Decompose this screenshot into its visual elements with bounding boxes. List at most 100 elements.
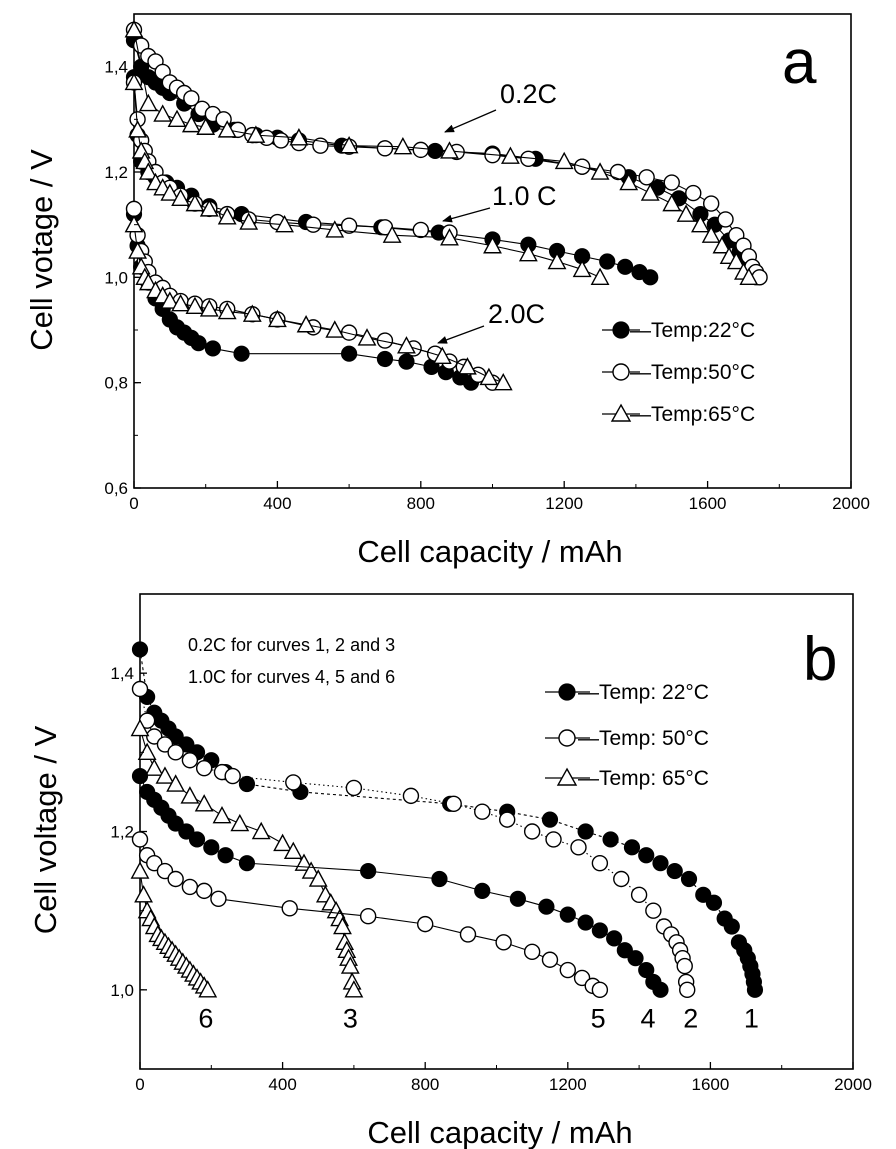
data-point-b-2-7 (212, 805, 232, 824)
curve-label-3: 3 (343, 1004, 358, 1034)
data-point-a-6-13 (341, 345, 358, 362)
x-tick-label-a-0: 0 (129, 494, 138, 513)
data-point-a-2-13 (554, 151, 574, 170)
annotation-0-2c: 0.2C (500, 79, 557, 109)
data-point-b-1-18 (591, 854, 609, 872)
data-point-b-1-4 (167, 744, 184, 761)
data-point-a-5-4 (138, 162, 158, 180)
data-point-a-1-19 (376, 140, 394, 157)
data-point-a-7-15 (340, 324, 358, 341)
data-point-a-8-7 (160, 291, 180, 309)
data-point-b-5-0 (130, 861, 150, 879)
data-point-a-5-19 (547, 251, 567, 270)
series-group-b (130, 641, 764, 999)
data-point-b-0-32 (746, 981, 764, 998)
data-point-a-5-8 (171, 188, 191, 207)
data-point-a-8-4 (138, 272, 158, 291)
tick-group-b: 0 400 800 1200 1600 2000 1,0 1,2 1,4 (110, 593, 872, 1094)
data-point-b-2-14 (308, 869, 328, 887)
data-point-b-1-11 (402, 787, 420, 805)
data-point-a-2-5 (196, 117, 216, 135)
data-point-b-2-4 (166, 774, 186, 792)
data-point-a-8-11 (217, 301, 237, 320)
data-point-a-1-20 (412, 141, 429, 159)
data-point-b-2-23 (340, 956, 360, 974)
data-point-a-2-18 (676, 204, 696, 222)
data-point-a-5-17 (483, 236, 502, 254)
data-point-a-5-12 (239, 212, 259, 230)
data-point-a-4-14 (305, 216, 322, 233)
y-axis-title-b: Cell voltage / V (28, 725, 63, 934)
data-point-b-1-17 (570, 839, 587, 856)
data-point-b-0-15 (577, 823, 594, 840)
x-tick-label-a-4: 1600 (689, 494, 727, 513)
data-point-b-1-6 (195, 759, 213, 777)
data-point-b-4-6 (195, 882, 213, 900)
data-point-a-2-4 (181, 114, 201, 133)
data-point-b-3-15 (538, 898, 555, 915)
data-point-a-2-12 (501, 146, 520, 164)
data-point-b-2-10 (273, 833, 293, 852)
curve-label-2: 2 (683, 1004, 698, 1034)
data-point-a-2-14 (590, 162, 610, 180)
data-point-b-1-21 (645, 902, 662, 919)
data-point-a-2-10 (393, 136, 413, 155)
data-point-b-4-10 (417, 915, 434, 933)
data-point-a-2-0 (124, 20, 144, 38)
legend-marker-65c-b (556, 767, 578, 786)
x-tick-label-a-3: 1200 (545, 494, 583, 513)
y-tick-label-a-3: 1,2 (104, 163, 128, 182)
y-tick-label-a-0: 0,6 (104, 479, 128, 498)
data-point-a-6-14 (376, 350, 394, 368)
data-point-b-0-25 (723, 918, 740, 935)
data-point-b-5-1 (134, 885, 153, 903)
data-point-a-2-19 (691, 214, 710, 233)
data-point-b-3-10 (238, 855, 256, 872)
data-point-b-0-18 (638, 847, 655, 864)
data-point-b-1-29 (679, 981, 696, 999)
data-point-b-0-17 (623, 839, 641, 856)
legend-label-22c-b: —Temp: 22°C (578, 681, 709, 704)
legend-marker-22c-b (558, 683, 576, 701)
data-point-a-3-17 (599, 253, 616, 270)
y-tick-label-b-1: 1,2 (110, 823, 134, 842)
annotation-arrow-1-0c (442, 207, 491, 223)
x-tick-label-a-2: 800 (407, 494, 435, 513)
panel-letter-a: a (782, 28, 817, 97)
x-axis-title-b: Cell capacity / mAh (367, 1115, 632, 1149)
data-point-a-2-20 (701, 225, 721, 243)
data-point-a-2-16 (640, 183, 660, 201)
data-point-a-8-8 (171, 293, 191, 312)
note-line-2: 1.0C for curves 4, 5 and 6 (188, 667, 395, 687)
data-point-a-5-21 (590, 267, 610, 286)
data-point-b-1-14 (498, 811, 516, 828)
series-group-a (124, 20, 768, 391)
legend-marker-50c-b (558, 729, 576, 747)
data-point-b-3-0 (131, 767, 149, 785)
data-point-b-1-13 (474, 803, 491, 820)
data-point-b-3-14 (509, 890, 526, 907)
data-point-b-3-22 (638, 961, 655, 979)
data-point-b-2-2 (144, 758, 164, 776)
data-point-a-2-7 (246, 125, 266, 143)
data-point-a-5-11 (217, 207, 237, 225)
panel-b: 0 400 800 1200 1600 2000 1,0 1,2 1,4 b Cell capa… (28, 593, 872, 1149)
data-point-b-3-18 (591, 922, 608, 939)
data-point-a-8-9 (185, 296, 205, 315)
data-point-a-2-15 (619, 172, 639, 191)
curve-label-4: 4 (640, 1004, 655, 1034)
data-point-b-2-0 (130, 718, 150, 737)
data-point-a-2-2 (153, 104, 173, 122)
data-point-a-5-9 (185, 193, 205, 212)
x-tick-label-b-4: 1600 (691, 1075, 729, 1094)
data-point-a-1-8 (183, 90, 200, 107)
data-point-b-4-8 (281, 900, 298, 917)
data-point-b-3-13 (474, 882, 491, 899)
data-point-b-2-3 (155, 766, 175, 784)
data-point-b-1-12 (445, 795, 462, 812)
data-point-a-1-25 (609, 163, 627, 181)
data-point-b-5-19 (198, 980, 218, 998)
data-point-a-1-15 (272, 132, 290, 149)
